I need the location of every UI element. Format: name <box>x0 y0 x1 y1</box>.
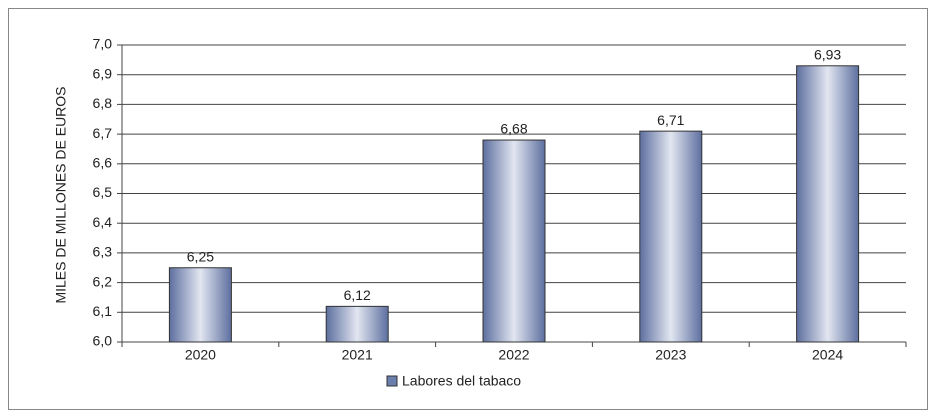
y-tick-label: 6,1 <box>93 303 113 319</box>
x-tick-label: 2024 <box>812 347 843 363</box>
bar <box>639 130 703 343</box>
x-tick-label: 2021 <box>342 347 373 363</box>
y-tick-label: 6,9 <box>93 65 113 81</box>
bar <box>482 139 546 343</box>
y-tick-label: 6,8 <box>93 95 113 111</box>
data-label: 6,25 <box>187 248 214 264</box>
x-tick-label: 2023 <box>655 347 686 363</box>
bar <box>796 65 860 343</box>
y-tick-label: 6,3 <box>93 244 113 260</box>
y-tick-label: 6,7 <box>93 125 113 141</box>
legend-label: Labores del tabaco <box>402 373 521 389</box>
legend-swatch <box>386 375 398 387</box>
data-label: 6,93 <box>814 46 841 62</box>
data-label: 6,68 <box>500 121 527 137</box>
x-tick-label: 2022 <box>498 347 529 363</box>
bar <box>168 267 232 343</box>
y-tick-label: 6,5 <box>93 184 113 200</box>
frame <box>8 8 928 410</box>
y-tick-label: 6,6 <box>93 155 113 171</box>
y-axis-label: MILES DE MILLONES DE EUROS <box>53 86 69 303</box>
data-label: 6,12 <box>344 287 371 303</box>
bar <box>325 305 389 343</box>
y-tick-label: 6,2 <box>93 273 113 289</box>
x-tick-label: 2020 <box>185 347 216 363</box>
y-tick-label: 7,0 <box>93 36 113 52</box>
y-tick-label: 6,4 <box>93 214 113 230</box>
y-tick-label: 6,0 <box>93 333 113 349</box>
data-label: 6,71 <box>657 112 684 128</box>
